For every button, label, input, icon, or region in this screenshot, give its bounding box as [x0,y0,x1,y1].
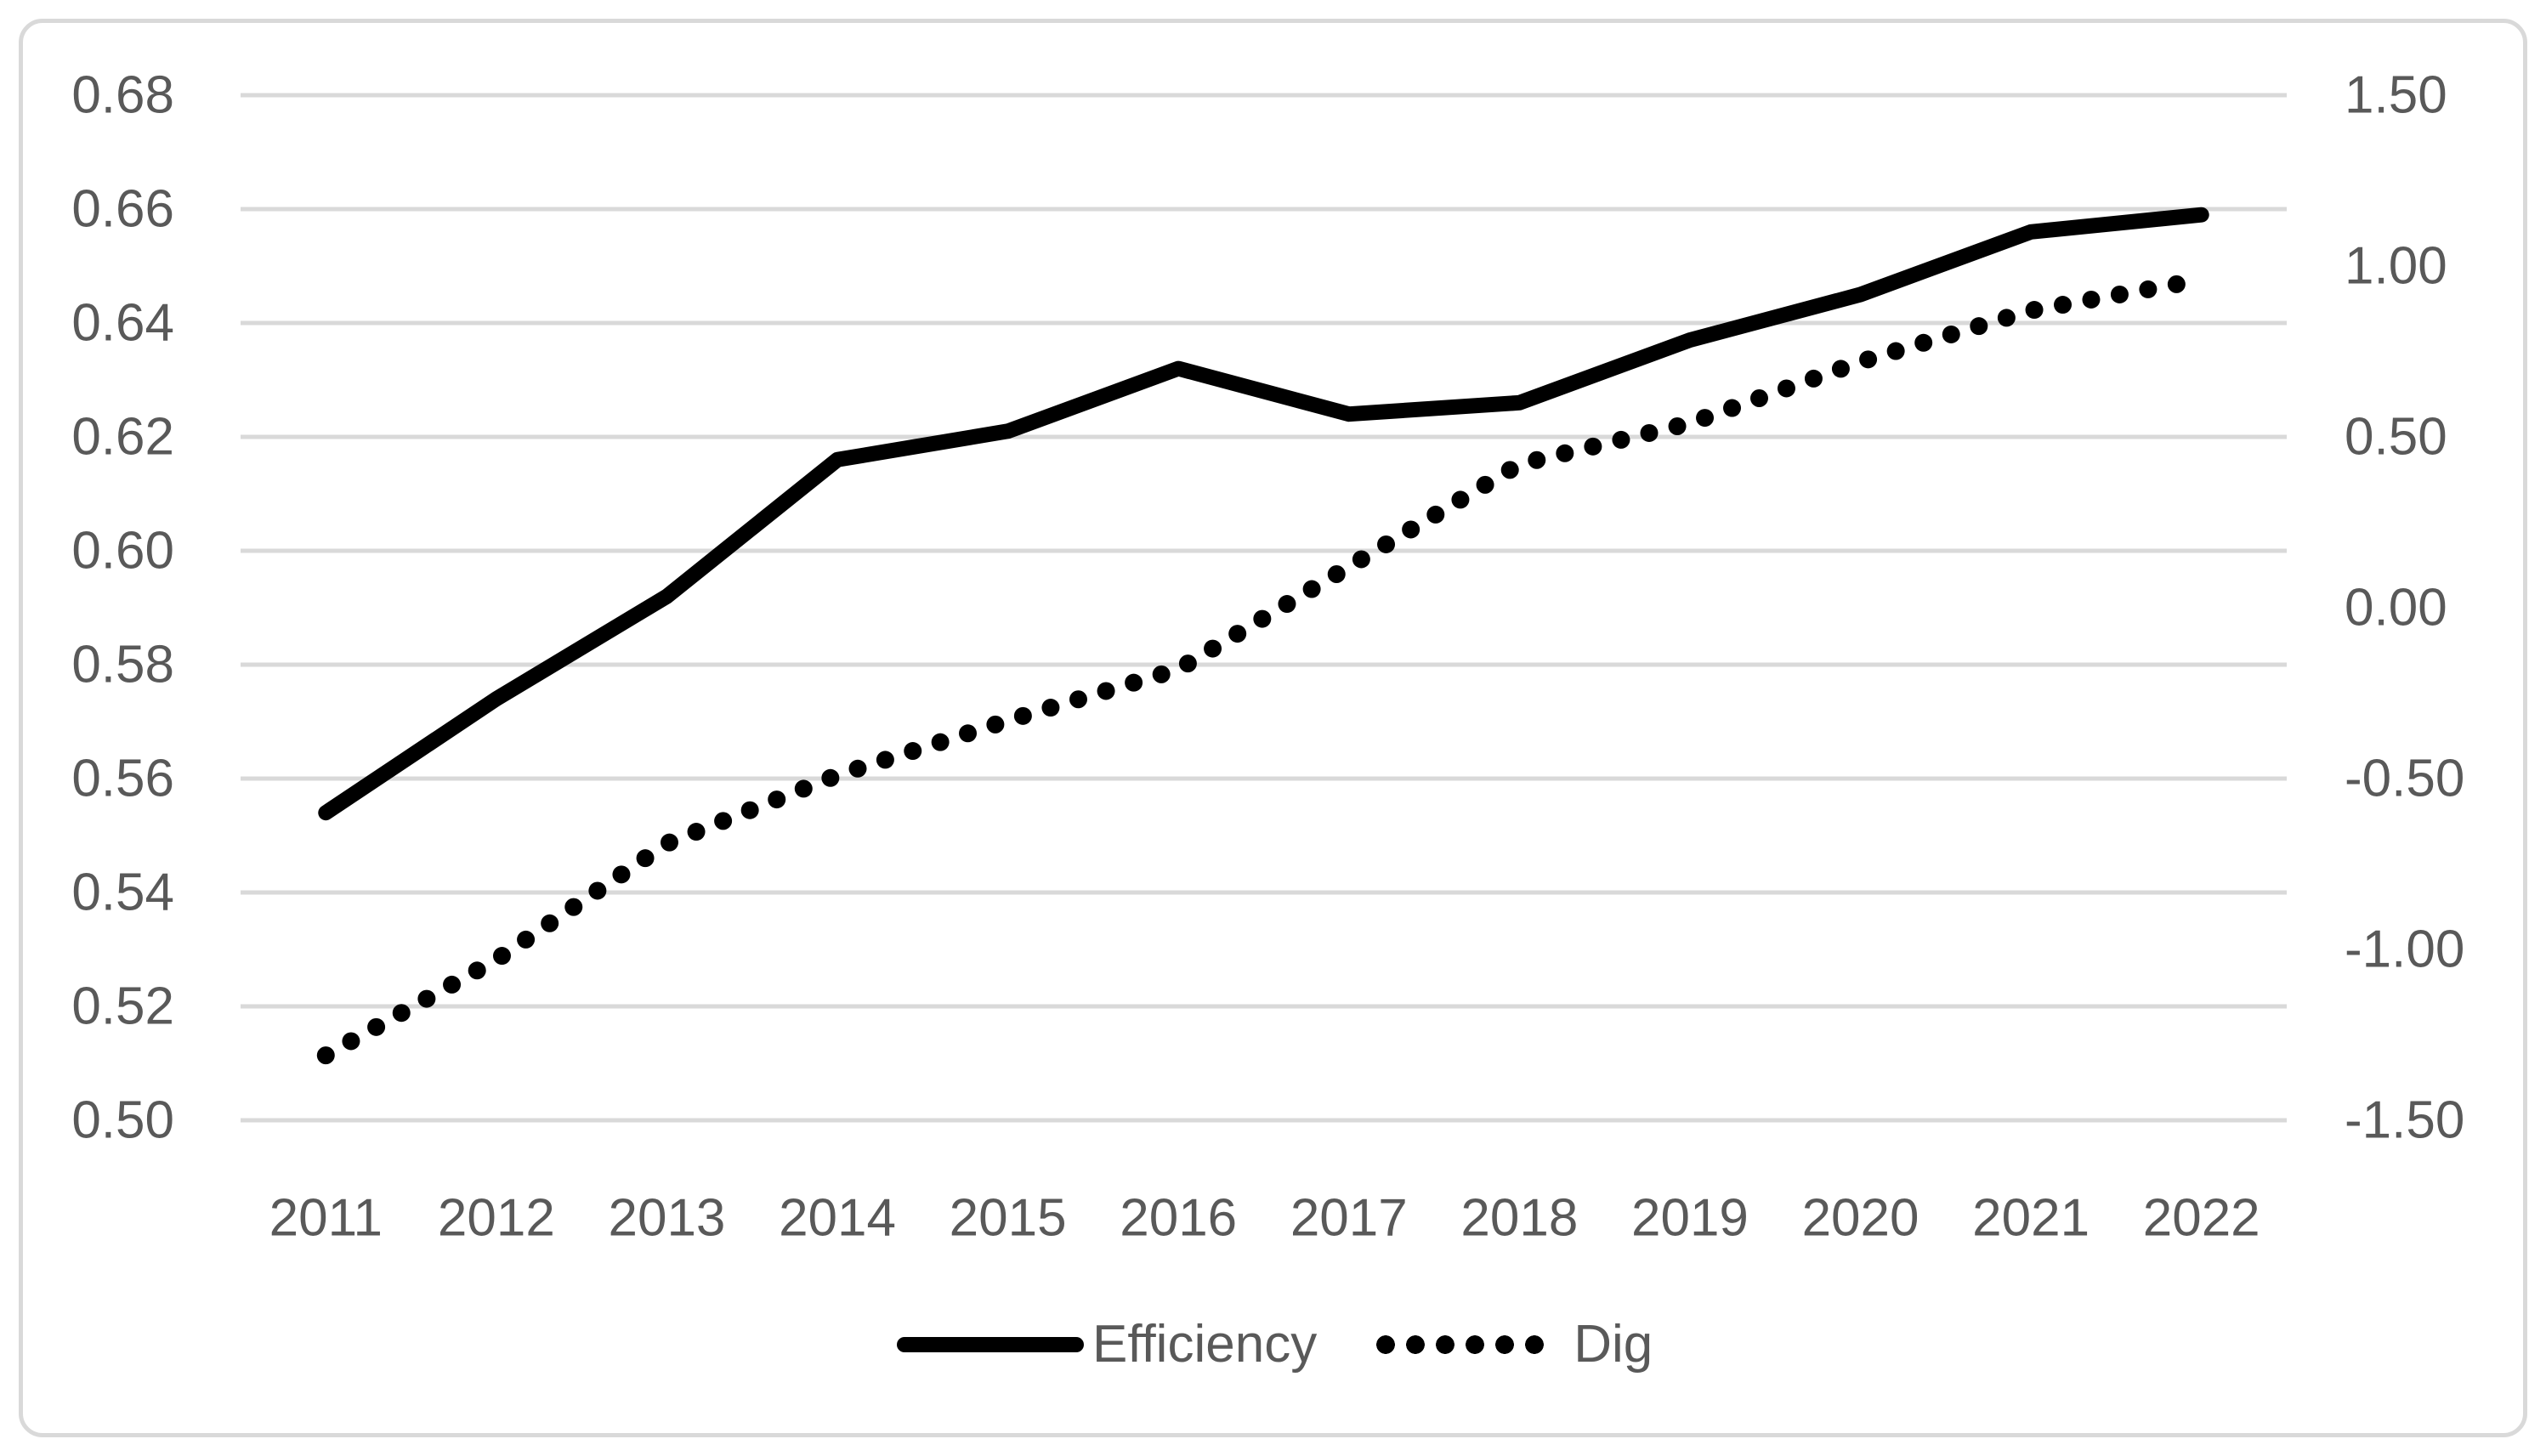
y-axis-left-tick-label: 0.54 [71,864,174,922]
y-axis-left-tick-label: 0.50 [71,1091,174,1150]
x-axis-year-label: 2021 [1972,1189,2090,1248]
x-axis-year-label: 2013 [608,1189,725,1248]
legend-label-efficiency: Efficiency [1092,1315,1318,1374]
x-axis-year-label: 2011 [269,1189,383,1248]
dig-dotted-line-swatch-icon [1376,1335,1549,1354]
y-axis-right-tick-label: -1.50 [2345,1091,2464,1150]
efficiency-series-line [318,207,2209,821]
y-axis-left-tick-label: 0.58 [71,636,174,694]
y-axis-left-tick-label: 0.52 [71,977,174,1036]
y-axis-left-tick-label: 0.60 [71,522,174,581]
chart-outer-border [19,19,2527,1437]
legend: Efficiency Dig [897,1312,1653,1377]
y-axis-left-tick-label: 0.68 [71,66,174,125]
y-axis-right-tick-label: 1.00 [2345,237,2447,296]
y-axis-right-tick-label: 0.50 [2345,408,2447,467]
legend-label-dig: Dig [1574,1315,1653,1374]
x-axis-year-label: 2018 [1460,1189,1578,1248]
y-axis-left-tick-label: 0.64 [71,294,174,353]
y-axis-left-tick-label: 0.62 [71,408,174,467]
y-axis-right-tick-label: -0.50 [2345,750,2464,808]
efficiency-solid-line-swatch-icon [897,1337,1084,1352]
y-axis-left-tick-label: 0.56 [71,750,174,808]
x-axis-year-label: 2012 [438,1189,555,1248]
x-axis-year-label: 2020 [1802,1189,1919,1248]
x-axis-year-label: 2022 [2143,1189,2260,1248]
dig-series-line [316,270,2211,1065]
y-axis-right-tick-label: 0.00 [2345,579,2447,637]
y-axis-right-tick-label: -1.00 [2345,921,2464,979]
x-axis-year-label: 2015 [950,1189,1067,1248]
x-axis-year-label: 2014 [779,1189,896,1248]
x-axis-year-label: 2016 [1120,1189,1237,1248]
x-axis-year-label: 2017 [1290,1189,1408,1248]
y-axis-left-tick-label: 0.66 [71,180,174,239]
y-axis-right-tick-label: 1.50 [2345,66,2447,125]
x-axis-year-label: 2019 [1631,1189,1749,1248]
